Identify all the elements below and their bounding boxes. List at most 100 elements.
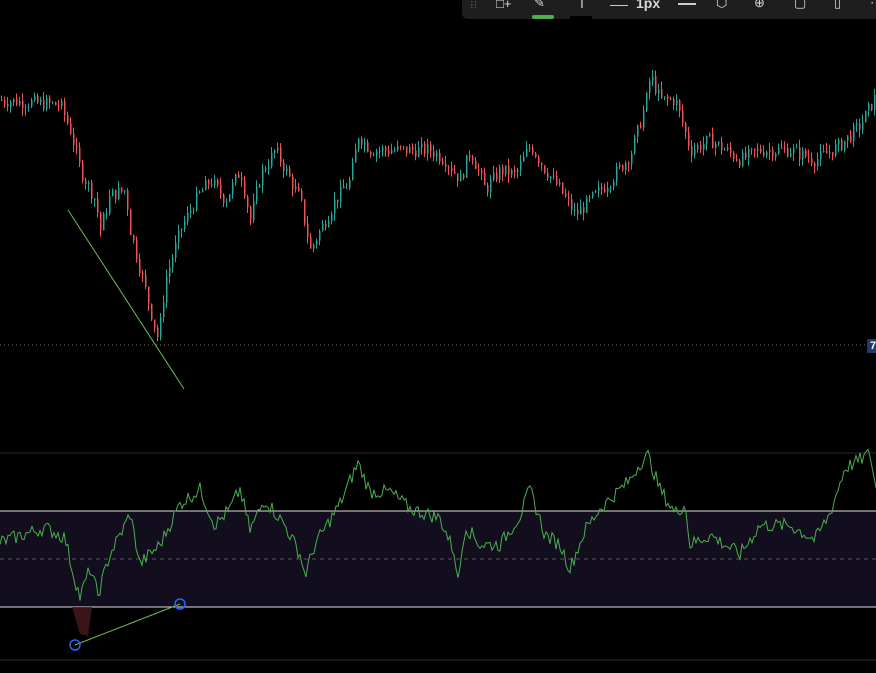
candle-body xyxy=(460,174,462,182)
candle-body xyxy=(523,156,525,162)
candle-body xyxy=(496,172,498,180)
candle-body xyxy=(544,165,546,173)
candle-body xyxy=(664,96,666,98)
candle-body xyxy=(553,175,555,177)
candle-body xyxy=(244,180,246,197)
candle-body xyxy=(151,303,153,320)
grip-dots-icon[interactable]: ⁞⁞ xyxy=(470,0,478,11)
candle-body xyxy=(19,100,21,106)
candle-body xyxy=(619,165,621,167)
candle-body xyxy=(631,153,633,165)
candle-body xyxy=(802,150,804,160)
candle-body xyxy=(826,150,828,154)
candle-body xyxy=(406,146,408,154)
candle-body xyxy=(100,212,102,231)
candle-body xyxy=(823,150,825,152)
candle-body xyxy=(709,133,711,136)
candle-body xyxy=(253,201,255,221)
candle-body xyxy=(574,209,576,211)
line-style-icon[interactable] xyxy=(610,5,628,6)
add-template-button[interactable]: □+ xyxy=(496,0,512,11)
candle-body xyxy=(232,182,234,195)
candle-body xyxy=(625,162,627,171)
candle-body xyxy=(316,240,318,245)
candle-body xyxy=(403,146,405,148)
candle-body xyxy=(847,135,849,141)
candle-body xyxy=(304,199,306,224)
candle-body xyxy=(661,88,663,98)
candle-body xyxy=(511,170,513,176)
line-width-button[interactable]: 1px xyxy=(636,0,661,11)
trendline-anchor-handle[interactable] xyxy=(174,598,186,610)
candle-body xyxy=(754,148,756,151)
text-icon[interactable]: T xyxy=(578,0,586,11)
candle-body xyxy=(745,152,747,158)
candle-body xyxy=(529,147,531,149)
candle-body xyxy=(334,199,336,214)
trendline-drawing xyxy=(67,209,185,390)
candle-body xyxy=(418,147,420,157)
candle-body xyxy=(622,165,624,171)
pencil-color-swatch[interactable] xyxy=(532,15,554,19)
candle-body xyxy=(697,144,699,150)
candle-body xyxy=(187,212,189,222)
candle-body xyxy=(832,152,834,156)
candle-body xyxy=(409,146,411,154)
candle-body xyxy=(550,176,552,179)
more-icon[interactable]: ⋯ xyxy=(870,0,876,11)
lock-icon[interactable]: ▢ xyxy=(794,0,807,10)
candle-body xyxy=(655,76,657,94)
trash-icon[interactable]: ▯ xyxy=(834,0,842,10)
candle-body xyxy=(676,100,678,106)
candle-body xyxy=(271,152,273,167)
candle-body xyxy=(616,166,618,182)
candle-body xyxy=(391,150,393,154)
candle-body xyxy=(538,156,540,163)
candle-body xyxy=(175,242,177,258)
candle-body xyxy=(73,133,75,146)
candle-body xyxy=(526,148,528,157)
trendline-anchor-handle[interactable] xyxy=(69,639,81,651)
candle-body xyxy=(184,221,186,229)
line-color-swatch[interactable] xyxy=(570,16,592,19)
candle-body xyxy=(157,327,159,338)
candle-body xyxy=(670,98,672,100)
candle-body xyxy=(211,184,213,186)
candle-body xyxy=(133,235,135,241)
add-alert-icon[interactable]: ⊕ xyxy=(754,0,765,10)
candle-body xyxy=(34,96,36,101)
candle-body xyxy=(10,102,12,107)
candle-body xyxy=(748,149,750,158)
candle-body xyxy=(445,163,447,167)
pencil-icon[interactable]: ✎ xyxy=(534,0,545,10)
candle-body xyxy=(775,153,777,157)
candle-body xyxy=(310,237,312,249)
settings-icon[interactable]: ⬡ xyxy=(716,0,728,10)
candle-body xyxy=(319,231,321,241)
candle-body xyxy=(781,147,783,149)
candle-body xyxy=(652,76,654,81)
candle-body xyxy=(172,257,174,268)
candle-body xyxy=(16,98,18,106)
candle-body xyxy=(64,101,66,116)
candle-body xyxy=(322,223,324,232)
candle-body xyxy=(13,98,15,103)
candle-body xyxy=(817,159,819,167)
candle-body xyxy=(811,158,813,164)
candle-body xyxy=(208,180,210,185)
candle-body xyxy=(166,276,168,303)
candle-body xyxy=(583,207,585,213)
candle-body xyxy=(196,191,198,211)
line-width-icon[interactable] xyxy=(678,3,696,5)
candle-body xyxy=(796,147,798,149)
candle-body xyxy=(223,194,225,204)
candle-body xyxy=(181,228,183,230)
candle-body xyxy=(700,144,702,150)
candle-body xyxy=(58,105,60,107)
candle-body xyxy=(148,286,150,304)
candle-body xyxy=(88,182,90,184)
candle-body xyxy=(106,213,108,215)
candle-body xyxy=(388,150,390,154)
candle-body xyxy=(448,166,450,168)
